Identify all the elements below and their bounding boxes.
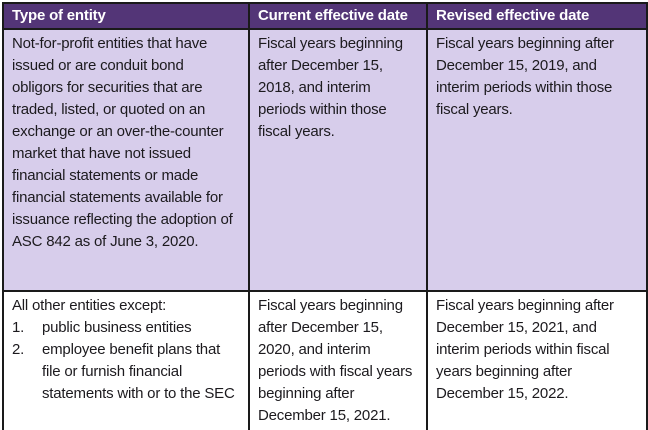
- column-header-revised-effective-date: Revised effective date: [426, 2, 648, 30]
- list-item-text: employee benefit plans that file or furn…: [42, 341, 235, 402]
- list-item: 1. public business entities: [12, 317, 238, 339]
- entity-type-cell: Not-for-profit entities that have issued…: [2, 28, 250, 292]
- current-effective-date-cell: Fiscal years beginning after December 15…: [248, 28, 428, 292]
- current-effective-date-cell: Fiscal years beginning after December 15…: [248, 290, 428, 430]
- entity-type-cell: All other entities except: 1. public bus…: [2, 290, 250, 430]
- table-row-all-other-entities: All other entities except: 1. public bus…: [2, 290, 648, 430]
- column-header-type-of-entity: Type of entity: [2, 2, 250, 30]
- revised-effective-date-cell: Fiscal years beginning after December 15…: [426, 28, 648, 292]
- table-row-nfp-entities: Not-for-profit entities that have issued…: [2, 28, 648, 292]
- entity-intro-text: All other entities except:: [12, 297, 167, 314]
- column-header-current-effective-date: Current effective date: [248, 2, 428, 30]
- list-item-number: 2.: [12, 341, 25, 358]
- table-header-row: Type of entity Current effective date Re…: [2, 2, 648, 30]
- list-item: 2. employee benefit plans that file or f…: [12, 339, 238, 405]
- list-item-number: 1.: [12, 319, 25, 336]
- revised-effective-date-cell: Fiscal years beginning after December 15…: [426, 290, 648, 430]
- list-item-text: public business entities: [42, 319, 192, 336]
